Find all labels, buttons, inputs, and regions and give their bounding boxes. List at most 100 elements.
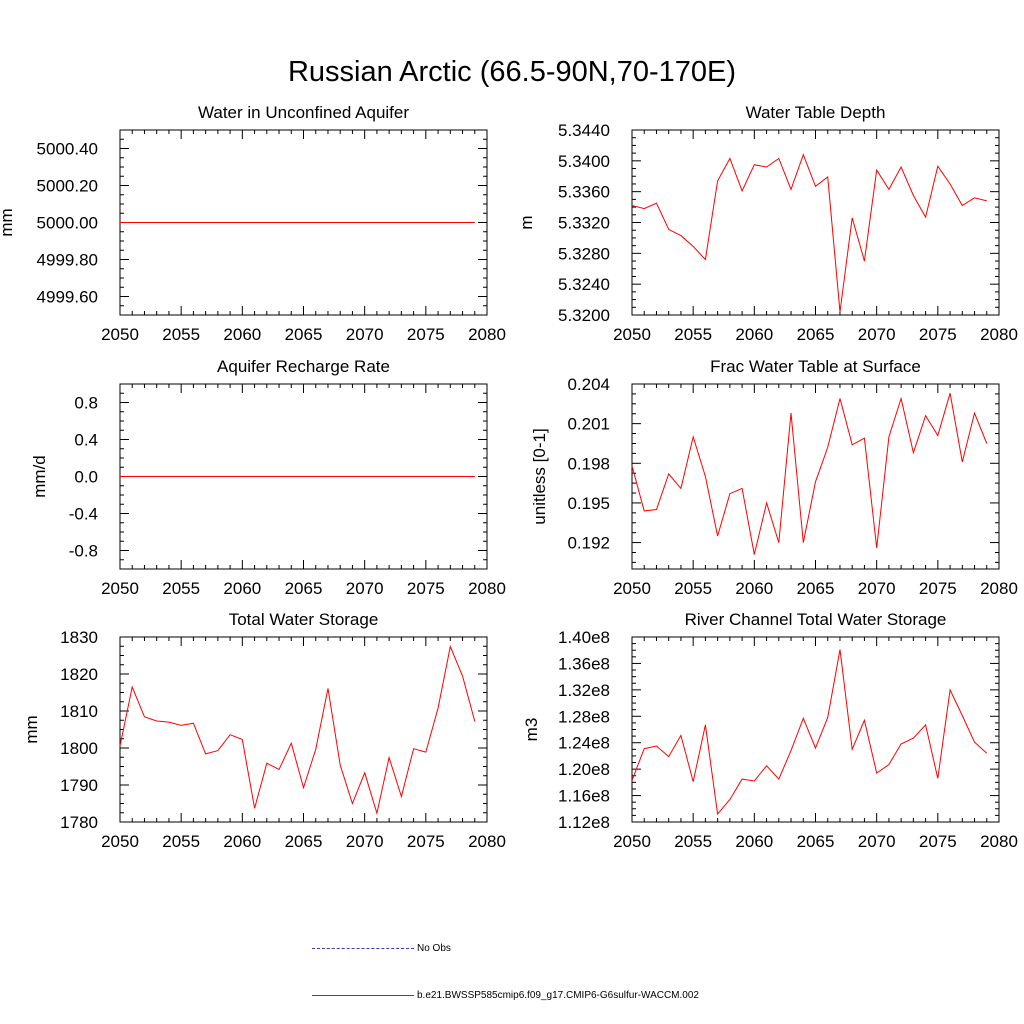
legend-line-run [312,995,414,996]
x-tick-label: 2050 [101,579,139,598]
x-tick-label: 2075 [919,325,957,344]
y-tick-label: 5.3320 [558,214,610,233]
chart-panel-5: Total Water Storage mm 2050 2055 2060 2065 207… [22,610,506,851]
y-tick-label: -0.8 [69,542,98,561]
chart-panel-2: Water Table Depth m 2050 2055 2060 2065 2070 20… [517,103,1018,344]
x-tick-label: 2075 [407,325,445,344]
x-tick-label: 2055 [162,325,200,344]
x-tick-label: 2060 [735,579,773,598]
legend-line-obs [312,948,414,949]
x-tick-label: 2080 [468,832,506,851]
x-tick-label: 2070 [858,579,896,598]
plot-frame [631,129,1000,316]
x-tick-label: 2065 [797,832,835,851]
chart-panel-6: River Channel Total Water Storage m3 2050 2… [522,610,1018,851]
y-tick-label: 0.201 [567,415,610,434]
y-tick-label: 0.4 [74,431,98,450]
y-axis-label: mm/d [30,455,49,498]
y-tick-label: 4999.60 [37,288,98,307]
x-tick-label: 2070 [858,325,896,344]
y-axis-label: m3 [522,718,541,742]
y-tick-label: 1.16e8 [558,787,610,806]
x-tick-label: 2060 [223,325,261,344]
x-tick-label: 2060 [223,832,261,851]
x-tick-label: 2080 [980,325,1018,344]
y-tick-label: 1820 [60,665,98,684]
x-tick-label: 2065 [285,325,323,344]
y-tick-label: 1.36e8 [558,654,610,673]
x-tick-label: 2055 [162,579,200,598]
x-tick-label: 2060 [735,325,773,344]
y-tick-label: 5000.40 [37,140,98,159]
legend-label-run: b.e21.BWSSP585cmip6.f09_g17.CMIP6-G6sulf… [417,990,699,1001]
legend-item-run: b.e21.BWSSP585cmip6.f09_g17.CMIP6-G6sulf… [312,990,699,1001]
y-tick-label: 5000.00 [37,214,98,233]
x-tick-label: 2050 [101,325,139,344]
y-tick-label: -0.4 [69,505,98,524]
x-tick-label: 2065 [285,579,323,598]
y-tick-label: 1810 [60,702,98,721]
panel-title: Water Table Depth [746,103,886,122]
x-tick-label: 2070 [858,832,896,851]
panel-title: River Channel Total Water Storage [685,610,947,629]
y-tick-label: 4999.80 [37,251,98,270]
y-tick-label: 1.20e8 [558,760,610,779]
plot-frame [631,383,1000,570]
x-tick-label: 2075 [919,832,957,851]
y-tick-label: 0.204 [567,375,610,394]
y-tick-label: 0.0 [74,468,98,487]
chart-panel-1: Water in Unconfined Aquifer mm 2050 2055 206… [0,103,506,344]
y-axis-label: unitless [0-1] [530,428,549,524]
y-tick-label: 0.192 [567,534,610,553]
x-tick-label: 2055 [674,832,712,851]
chart-panel-3: Aquifer Recharge Rate mm/d 2050 2055 2060 206… [30,357,506,598]
chart-panel-4: Frac Water Table at Surface unitless [0-1… [530,357,1018,598]
y-axis-label: mm [22,715,41,743]
y-tick-label: 1780 [60,813,98,832]
x-tick-label: 2065 [285,832,323,851]
x-tick-label: 2080 [468,325,506,344]
data-series-line [631,393,988,555]
y-tick-label: 1800 [60,739,98,758]
x-tick-label: 2075 [919,579,957,598]
panel-title: Aquifer Recharge Rate [217,357,390,376]
x-tick-label: 2060 [735,832,773,851]
x-tick-label: 2055 [162,832,200,851]
x-tick-label: 2050 [613,832,651,851]
x-tick-label: 2050 [613,325,651,344]
x-tick-label: 2050 [101,832,139,851]
y-tick-label: 1.12e8 [558,813,610,832]
x-tick-label: 2075 [407,832,445,851]
y-tick-label: 5000.20 [37,177,98,196]
panel-title: Frac Water Table at Surface [710,357,921,376]
y-tick-label: 0.198 [567,454,610,473]
x-tick-label: 2065 [797,325,835,344]
x-tick-label: 2070 [346,325,384,344]
y-tick-label: 0.195 [567,494,610,513]
y-tick-label: 5.3240 [558,275,610,294]
y-tick-label: 5.3360 [558,183,610,202]
y-tick-label: 1.28e8 [558,707,610,726]
x-tick-label: 2065 [797,579,835,598]
x-tick-label: 2060 [223,579,261,598]
x-tick-label: 2080 [980,832,1018,851]
main-title: Russian Arctic (66.5-90N,70-170E) [287,56,737,88]
y-tick-label: 0.8 [74,394,98,413]
y-axis-label: m [517,215,536,229]
panel-title: Total Water Storage [229,610,379,629]
y-tick-label: 1790 [60,776,98,795]
x-tick-label: 2075 [407,579,445,598]
y-tick-label: 1.32e8 [558,681,610,700]
x-tick-label: 2055 [674,579,712,598]
x-tick-label: 2055 [674,325,712,344]
legend-item-obs: No Obs [312,943,451,954]
x-tick-label: 2080 [980,579,1018,598]
y-tick-label: 5.3400 [558,152,610,171]
y-tick-label: 5.3280 [558,244,610,263]
y-axis-label: mm [0,208,16,236]
data-series-line [631,649,988,816]
x-tick-label: 2080 [468,579,506,598]
y-tick-label: 5.3200 [558,306,610,325]
y-tick-label: 1.24e8 [558,734,610,753]
